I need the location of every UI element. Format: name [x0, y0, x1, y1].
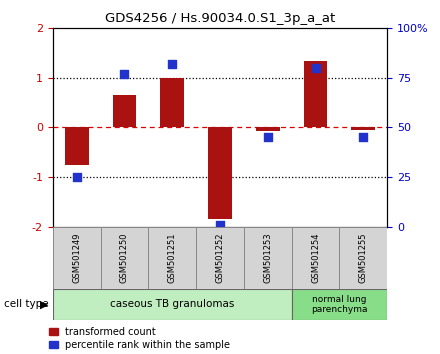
Text: ▶: ▶ — [40, 299, 48, 309]
Bar — [148, 227, 196, 289]
Point — [169, 61, 176, 67]
Text: GSM501253: GSM501253 — [263, 232, 272, 283]
Bar — [160, 78, 184, 127]
Bar — [113, 95, 136, 127]
Bar — [256, 127, 280, 131]
Point — [121, 71, 128, 77]
Bar — [53, 227, 101, 289]
Bar — [292, 289, 387, 320]
Point — [216, 222, 224, 227]
Text: GSM501251: GSM501251 — [168, 232, 177, 283]
Legend: transformed count, percentile rank within the sample: transformed count, percentile rank withi… — [49, 327, 231, 350]
Bar — [244, 227, 292, 289]
Point — [360, 135, 367, 140]
Bar — [352, 127, 375, 130]
Text: GSM501250: GSM501250 — [120, 232, 129, 283]
Bar — [339, 227, 387, 289]
Text: GSM501252: GSM501252 — [216, 232, 224, 283]
Text: GSM501249: GSM501249 — [72, 232, 81, 283]
Bar — [292, 227, 339, 289]
Bar — [196, 227, 244, 289]
Bar — [208, 127, 232, 219]
Bar — [101, 227, 148, 289]
Text: cell type: cell type — [4, 299, 49, 309]
Bar — [53, 289, 292, 320]
Text: caseous TB granulomas: caseous TB granulomas — [110, 299, 235, 309]
Point — [73, 174, 80, 180]
Point — [312, 65, 319, 71]
Bar — [304, 61, 327, 127]
Text: normal lung
parenchyma: normal lung parenchyma — [311, 295, 368, 314]
Text: GDS4256 / Hs.90034.0.S1_3p_a_at: GDS4256 / Hs.90034.0.S1_3p_a_at — [105, 12, 335, 25]
Text: GSM501254: GSM501254 — [311, 232, 320, 283]
Bar — [65, 127, 88, 165]
Point — [264, 135, 271, 140]
Text: GSM501255: GSM501255 — [359, 232, 368, 283]
